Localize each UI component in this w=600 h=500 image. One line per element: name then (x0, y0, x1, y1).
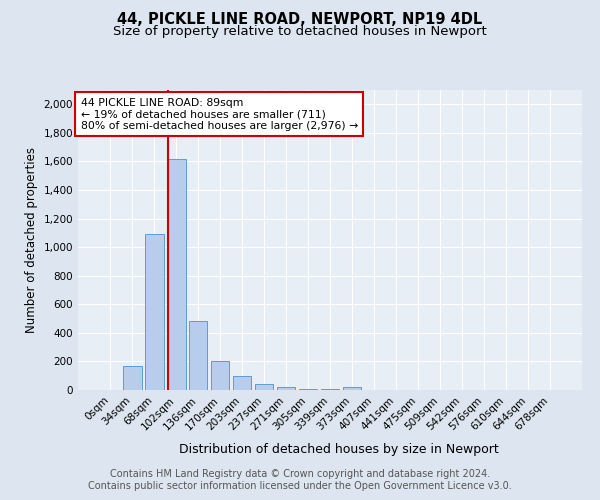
Bar (343, 387, 361, 390)
Bar (211, 362, 229, 390)
Bar (277, 387, 295, 390)
Text: Contains public sector information licensed under the Open Government Licence v3: Contains public sector information licen… (88, 481, 512, 491)
Bar (189, 322, 208, 390)
Text: 44, PICKLE LINE ROAD, NEWPORT, NP19 4DL: 44, PICKLE LINE ROAD, NEWPORT, NP19 4DL (118, 12, 482, 28)
Bar (145, 234, 164, 390)
Text: Size of property relative to detached houses in Newport: Size of property relative to detached ho… (113, 25, 487, 38)
Bar (299, 388, 317, 390)
Bar (167, 158, 185, 390)
Text: Distribution of detached houses by size in Newport: Distribution of detached houses by size … (179, 442, 499, 456)
Y-axis label: Number of detached properties: Number of detached properties (25, 147, 38, 333)
Text: Contains HM Land Registry data © Crown copyright and database right 2024.: Contains HM Land Registry data © Crown c… (110, 469, 490, 479)
Bar (255, 384, 274, 390)
Bar (123, 366, 142, 390)
Text: 44 PICKLE LINE ROAD: 89sqm
← 19% of detached houses are smaller (711)
80% of sem: 44 PICKLE LINE ROAD: 89sqm ← 19% of deta… (80, 98, 358, 130)
Bar (233, 376, 251, 390)
